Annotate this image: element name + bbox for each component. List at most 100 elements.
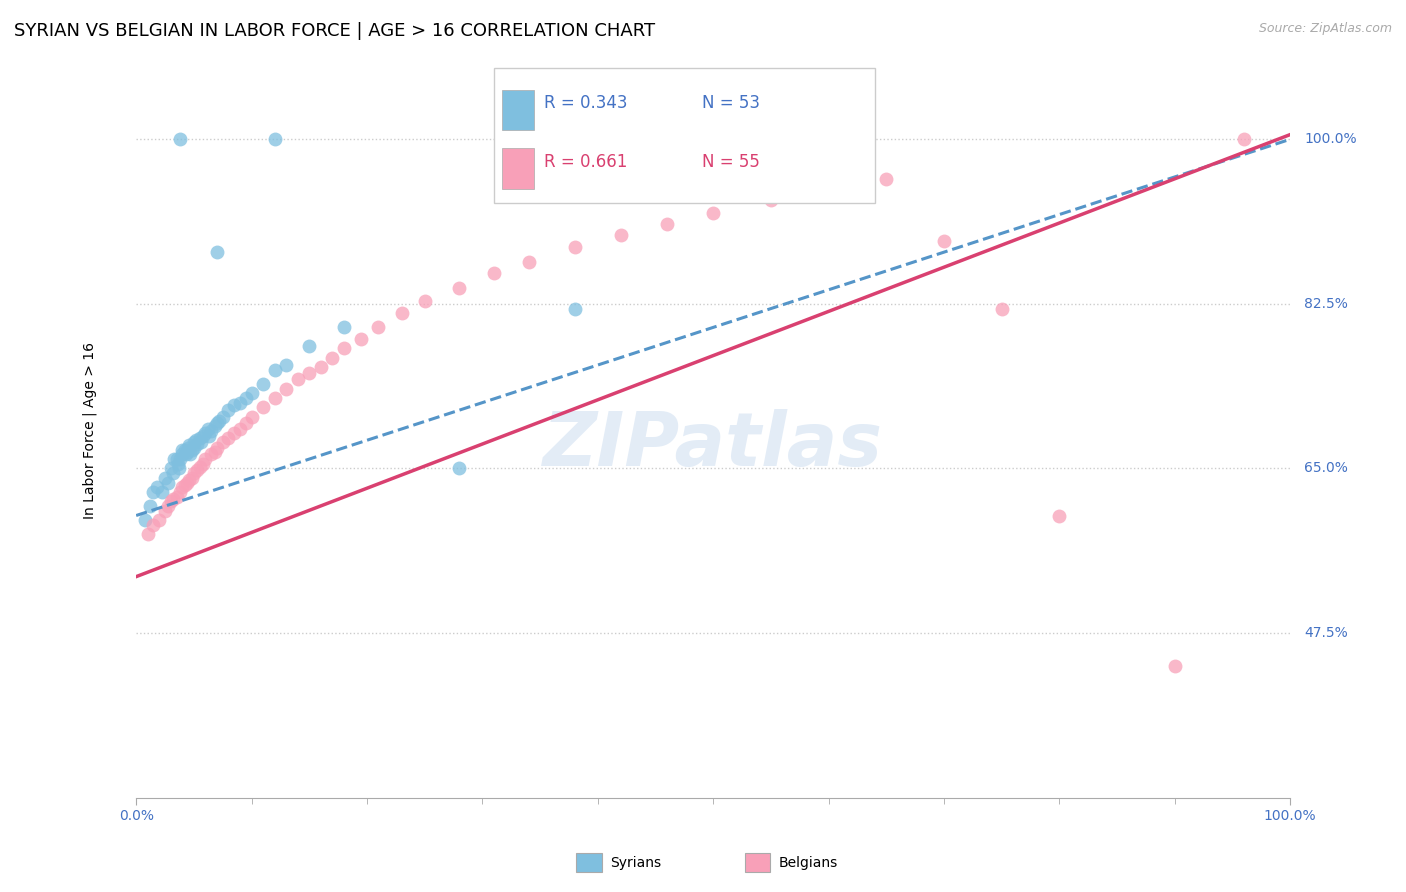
Point (204, 444, 226, 458)
FancyBboxPatch shape (502, 90, 534, 130)
Point (240, 409, 263, 424)
Text: Belgians: Belgians (779, 855, 838, 870)
Point (217, 431, 239, 445)
Point (180, 442, 202, 457)
Point (191, 428, 214, 442)
Text: SYRIAN VS BELGIAN IN LABOR FORCE | AGE > 16 CORRELATION CHART: SYRIAN VS BELGIAN IN LABOR FORCE | AGE >… (14, 22, 655, 40)
Point (200, 424, 222, 438)
Point (204, 419, 226, 434)
Text: 100.0%: 100.0% (1303, 132, 1357, 146)
Point (309, 359, 332, 374)
Point (287, 372, 309, 386)
Point (173, 442, 195, 457)
Point (367, 320, 389, 334)
Point (188, 431, 211, 445)
FancyBboxPatch shape (502, 148, 534, 189)
Point (235, 417, 257, 431)
Point (162, 491, 184, 506)
Point (205, 245, 228, 260)
Point (229, 422, 252, 436)
Point (298, 366, 321, 380)
Point (224, 425, 246, 440)
Point (217, 403, 239, 417)
Point (252, 401, 274, 415)
Point (179, 447, 201, 461)
Point (150, 485, 173, 500)
Point (179, 438, 201, 452)
Point (194, 452, 217, 467)
Point (263, 132, 285, 146)
Point (211, 409, 233, 424)
Point (142, 517, 165, 532)
Point (205, 441, 228, 455)
Point (186, 437, 208, 451)
Point (1164, 659, 1187, 673)
Point (179, 473, 201, 487)
Text: N = 55: N = 55 (702, 153, 759, 170)
Text: 82.5%: 82.5% (1303, 297, 1348, 311)
Point (142, 485, 165, 500)
Text: R = 0.661: R = 0.661 (544, 153, 627, 170)
Point (333, 341, 356, 355)
Point (186, 434, 208, 448)
Point (167, 461, 190, 475)
Point (169, 452, 191, 467)
Point (136, 527, 159, 541)
Text: 65.0%: 65.0% (1303, 461, 1348, 475)
Point (176, 444, 198, 458)
Point (1233, 132, 1256, 146)
Point (176, 475, 198, 490)
Point (235, 391, 257, 405)
Text: N = 53: N = 53 (702, 94, 759, 112)
Point (990, 301, 1012, 316)
Point (157, 475, 180, 490)
Text: 47.5%: 47.5% (1303, 626, 1348, 640)
Point (172, 480, 194, 494)
Point (875, 171, 897, 186)
Point (183, 441, 205, 455)
Point (564, 301, 586, 316)
Point (183, 435, 205, 450)
Point (229, 395, 252, 409)
Point (211, 435, 233, 450)
Point (252, 376, 274, 391)
Point (276, 382, 298, 396)
Point (153, 504, 176, 518)
Point (188, 459, 211, 474)
Point (817, 181, 839, 195)
Point (517, 254, 540, 268)
Point (159, 494, 181, 508)
Point (276, 358, 298, 372)
Point (186, 463, 208, 477)
Point (139, 499, 162, 513)
Point (172, 447, 194, 461)
Text: Syrians: Syrians (610, 855, 661, 870)
Point (610, 228, 633, 243)
Point (194, 425, 217, 440)
Point (655, 217, 678, 231)
Point (190, 435, 212, 450)
Text: Source: ZipAtlas.com: Source: ZipAtlas.com (1258, 22, 1392, 36)
Point (482, 266, 505, 280)
Point (191, 457, 214, 471)
Point (163, 452, 186, 467)
Point (159, 461, 181, 475)
Point (153, 471, 176, 485)
Point (391, 306, 413, 320)
Point (166, 452, 188, 467)
Point (240, 386, 263, 401)
Point (174, 447, 197, 461)
Point (172, 442, 194, 457)
Point (263, 391, 285, 405)
Point (1047, 508, 1070, 523)
Point (224, 398, 246, 412)
Point (449, 281, 471, 295)
Point (413, 294, 436, 309)
Text: R = 0.343: R = 0.343 (544, 94, 627, 112)
Point (197, 422, 219, 436)
Point (208, 414, 231, 428)
Point (298, 339, 321, 353)
Point (564, 240, 586, 254)
Point (198, 428, 221, 442)
Point (166, 490, 188, 504)
